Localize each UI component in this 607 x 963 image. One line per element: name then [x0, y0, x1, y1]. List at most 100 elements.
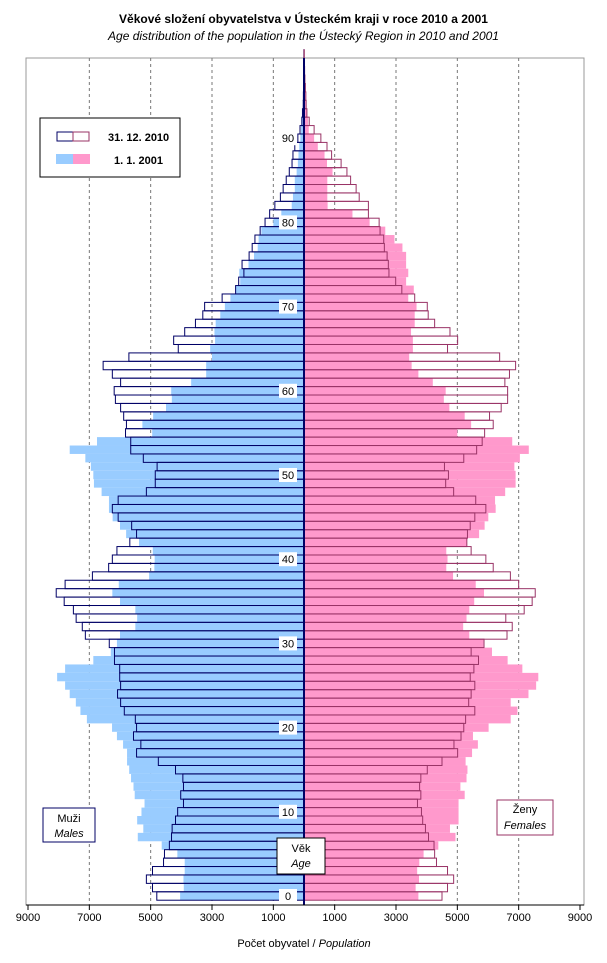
bar-male-2001 — [300, 133, 304, 143]
bar-male-2001 — [93, 479, 304, 488]
bar-female-2001 — [304, 218, 370, 227]
bar-male-2001 — [214, 327, 304, 337]
bar-female-2001 — [304, 428, 458, 438]
bar-female-2001 — [304, 521, 485, 530]
chart-title: Věkové složení obyvatelstva v Ústeckém k… — [119, 12, 488, 26]
bar-female-2001 — [304, 630, 470, 640]
bar-male-2001 — [149, 571, 304, 581]
bar-female-2001 — [304, 487, 506, 497]
bar-male-2001 — [141, 807, 304, 817]
bar-male-2001 — [127, 757, 304, 766]
bar-female-2001 — [304, 479, 516, 488]
bar-female-2001 — [304, 731, 473, 741]
bar-female-2001 — [304, 706, 518, 715]
bar-female-2001 — [304, 226, 386, 236]
age-tick-bg — [279, 720, 297, 735]
bar-female-2001 — [304, 361, 412, 370]
bar-female-2001 — [304, 470, 516, 480]
bar-female-2001 — [304, 698, 511, 707]
bar-female-2001 — [304, 588, 485, 598]
bar-male-2001 — [126, 529, 304, 539]
age-label-box: Věk Age — [276, 837, 326, 875]
bar-female-2001 — [304, 243, 403, 252]
age-tick-label: 90 — [282, 133, 294, 145]
bar-male-2001 — [116, 731, 304, 741]
bar-male-2001 — [224, 302, 304, 311]
legend-swatch-female-2001 — [73, 154, 90, 164]
bar-female-2001 — [304, 790, 465, 800]
x-tick-label: 9000 — [16, 912, 40, 924]
bar-female-2001 — [304, 613, 467, 623]
bar-female-2001 — [304, 740, 478, 749]
bar-female-2001 — [304, 824, 450, 833]
bar-male-2001 — [137, 613, 304, 623]
svg-text:Muži: Muži — [57, 813, 80, 825]
age-tick-bg — [279, 804, 297, 819]
females-label-box: Ženy Females — [496, 799, 554, 836]
bar-male-2001 — [112, 588, 304, 598]
bar-female-2001 — [304, 597, 475, 606]
bar-female-2001 — [304, 571, 454, 581]
age-tick-bg — [279, 131, 297, 146]
bar-male-2001 — [177, 849, 304, 859]
age-tick-bg — [279, 299, 297, 314]
legend-swatch-female-2010 — [72, 131, 90, 142]
bar-female-2001 — [304, 268, 409, 278]
bar-male-2001 — [120, 630, 304, 640]
age-tick-label: 70 — [282, 302, 294, 314]
bar-female-2001 — [304, 192, 328, 202]
bar-female-2001 — [304, 117, 308, 126]
bar-male-2001 — [301, 125, 304, 134]
svg-text:Females: Females — [504, 820, 547, 832]
bar-male-2001 — [161, 841, 304, 850]
x-axis-title: Počet obyvatel / Population — [237, 938, 370, 950]
bar-female-2001 — [304, 647, 492, 657]
bar-female-2001 — [304, 411, 465, 421]
bar-male-2001 — [65, 681, 305, 690]
x-tick-label: 5000 — [138, 912, 162, 924]
x-tick-label: 3000 — [200, 912, 224, 924]
bar-female-2001 — [304, 866, 418, 875]
x-tick-label: 5000 — [445, 912, 469, 924]
bar-male-2001 — [97, 437, 304, 446]
bar-male-2001 — [116, 639, 304, 648]
bar-male-2001 — [112, 723, 304, 732]
bar-female-2001 — [304, 378, 433, 387]
bar-male-2001 — [110, 647, 304, 657]
bar-male-2001 — [154, 554, 304, 564]
age-tick-bg — [279, 889, 297, 903]
bar-female-2001 — [304, 563, 447, 572]
bar-female-2001 — [304, 462, 515, 471]
bar-female-2001 — [304, 369, 419, 379]
legend-swatch-male-2010 — [56, 131, 74, 142]
bar-female-2001 — [304, 504, 496, 513]
age-tick-bg — [279, 468, 297, 482]
bar-male-2001 — [230, 293, 304, 303]
bar-female-2001 — [304, 344, 413, 353]
bar-female-2001 — [304, 293, 409, 303]
svg-text:Males: Males — [54, 828, 84, 840]
svg-text:Age: Age — [290, 858, 311, 870]
bar-male-2001 — [257, 243, 304, 252]
bar-male-2001 — [123, 740, 304, 749]
bar-female-2001 — [304, 858, 420, 867]
bar-male-2001 — [127, 748, 304, 758]
bar-female-2001 — [304, 496, 496, 505]
bar-male-2001 — [294, 184, 304, 193]
bar-male-2001 — [137, 832, 304, 842]
bar-female-2001 — [304, 184, 328, 193]
bar-male-2001 — [120, 597, 304, 606]
bar-female-2001 — [304, 782, 461, 791]
bar-female-2001 — [304, 546, 447, 555]
bar-female-2001 — [304, 159, 327, 168]
bar-male-2001 — [80, 706, 304, 715]
bar-female-2001 — [304, 285, 414, 294]
bar-female-2001 — [304, 748, 473, 758]
legend-label-2010: 31. 12. 2010 — [108, 132, 169, 144]
bar-male-2001 — [171, 386, 304, 396]
bar-male-2001 — [135, 622, 304, 631]
bar-female-2001 — [304, 832, 456, 842]
bar-male-2001 — [291, 201, 304, 210]
bar-female-2001 — [304, 445, 529, 454]
bar-female-2001 — [304, 529, 480, 539]
